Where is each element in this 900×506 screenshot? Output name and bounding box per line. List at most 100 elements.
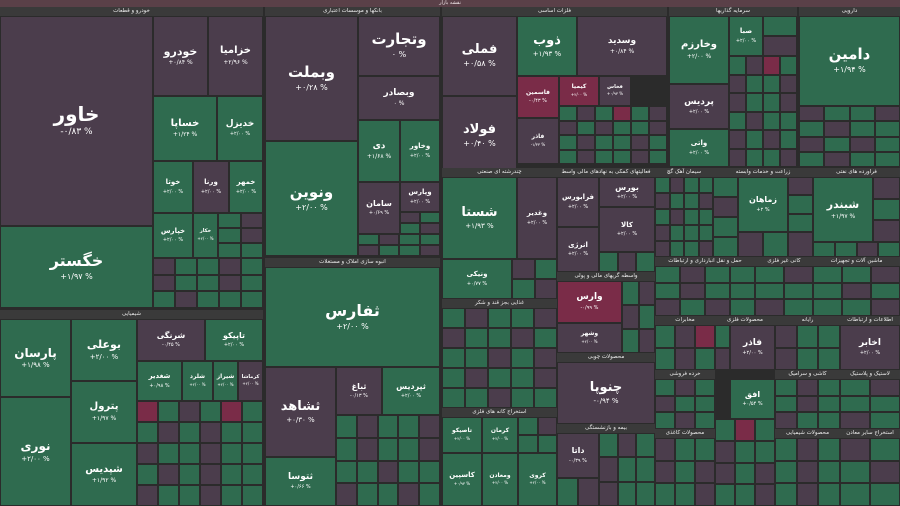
sector-header[interactable]: کانی غیر فلزی [755,257,813,266]
stock-tile-small[interactable] [775,460,797,484]
stock-tile-small[interactable] [638,281,655,305]
stock-tile-small[interactable] [715,325,730,348]
stock-tile-small[interactable] [511,368,534,388]
stock-tile-small[interactable] [442,388,465,408]
stock-tile-small[interactable] [595,120,613,135]
stock-tile-small[interactable] [537,435,557,453]
stock-tile-small[interactable] [746,56,763,75]
stock-tile-small[interactable] [649,135,667,150]
stock-tile-small[interactable] [221,401,242,422]
stock-tile-small[interactable] [512,279,535,299]
sector-header[interactable]: رایانه [775,316,840,325]
stock-tile[interactable]: کاسپین +۰/۹۳ % [442,453,482,506]
stock-tile-small[interactable] [746,74,763,93]
stock-tile-small[interactable] [356,415,378,438]
stock-tile-small[interactable] [849,151,875,167]
stock-tile[interactable]: ثپردیس +۲/۰۰ % [382,367,440,415]
stock-tile-small[interactable] [336,460,357,484]
stock-tile-small[interactable] [871,299,900,316]
stock-tile-small[interactable] [842,282,871,300]
stock-tile-small[interactable] [874,151,900,167]
stock-tile-small[interactable] [638,329,655,353]
stock-tile-small[interactable] [622,281,639,305]
sector-header[interactable]: بیمه و بازنشستگی [557,424,655,433]
stock-tile-small[interactable] [488,308,511,328]
stock-tile[interactable]: کالا +۲/۰۰ % [599,207,655,252]
stock-tile-small[interactable] [595,135,613,150]
stock-tile[interactable]: فخاس +۰/۹۳ % [599,76,631,106]
stock-tile-small[interactable] [799,106,825,122]
stock-tile-small[interactable] [849,121,875,137]
stock-tile-small[interactable] [738,232,763,257]
stock-tile-small[interactable] [813,282,842,300]
stock-tile-small[interactable] [617,481,637,506]
stock-tile-small[interactable] [219,258,241,275]
sector-header[interactable]: استخراج کانه های فلزی [442,408,557,417]
stock-tile-small[interactable] [684,209,699,225]
stock-tile-small[interactable] [511,348,534,368]
stock-tile-small[interactable] [398,415,420,438]
stock-tile-small[interactable] [534,328,557,348]
stock-tile-small[interactable] [669,225,684,241]
stock-tile[interactable]: فرابورس +۲/۰۰ % [557,177,599,227]
stock-tile[interactable]: ثتوسا +۰/۶۶ % [265,457,336,506]
sector-header[interactable]: حمل و نقل انبارداری و ارتباطات [655,257,755,266]
stock-tile-small[interactable] [336,415,357,438]
stock-tile-small[interactable] [158,443,179,464]
stock-tile-small[interactable] [622,329,639,353]
stock-tile[interactable]: وخارزم +۲/۰۰ % [669,16,729,84]
stock-tile-small[interactable] [197,274,219,292]
stock-tile-small[interactable] [871,282,900,300]
stock-tile[interactable]: وشهر +۲/۰۰ % [557,323,622,353]
stock-tile-small[interactable] [856,242,879,257]
stock-tile-small[interactable] [746,93,763,112]
stock-tile-small[interactable] [763,93,780,112]
stock-tile-small[interactable] [442,368,465,388]
sector-header[interactable]: محصولات شیمیایی [775,429,840,438]
stock-tile-small[interactable] [655,299,680,316]
sector-header[interactable]: خرده فروشی [655,370,715,379]
stock-tile-small[interactable] [595,149,613,164]
stock-tile-small[interactable] [377,437,399,461]
stock-tile[interactable]: چنوپا -۰/۹۴ % [557,362,655,424]
stock-tile-small[interactable] [763,111,780,130]
stock-tile-small[interactable] [158,464,179,485]
stock-tile-small[interactable] [221,443,242,464]
stock-tile-small[interactable] [240,213,263,228]
stock-tile-small[interactable] [698,241,713,257]
stock-tile-small[interactable] [840,395,870,413]
stock-tile-small[interactable] [775,483,797,506]
stock-tile-small[interactable] [780,111,797,130]
sector-header[interactable]: شیمیایی [0,310,263,319]
stock-tile-small[interactable] [242,464,263,485]
stock-tile-small[interactable] [675,438,695,461]
stock-tile-small[interactable] [775,347,797,370]
stock-tile[interactable]: پترول +۱/۹۷ % [71,381,137,443]
stock-tile-small[interactable] [175,258,197,275]
stock-tile-small[interactable] [870,412,900,429]
stock-tile-small[interactable] [784,266,813,283]
stock-tile-small[interactable] [137,485,158,506]
stock-tile-small[interactable] [874,106,900,122]
stock-tile-small[interactable] [840,460,870,484]
stock-tile-small[interactable] [175,274,197,292]
stock-tile-small[interactable] [377,415,399,438]
stock-tile[interactable]: وارس -۰/۹۹ % [557,281,622,323]
stock-tile-small[interactable] [577,120,595,135]
stock-tile-small[interactable] [537,417,557,435]
stock-tile[interactable]: صبا +۲/۰۰ % [729,16,763,56]
stock-tile-small[interactable] [518,435,538,453]
stock-tile-small[interactable] [534,308,557,328]
stock-tile-small[interactable] [153,291,175,308]
stock-tile-small[interactable] [219,291,241,308]
stock-tile[interactable]: زماهان +۲ % [738,177,788,232]
stock-tile-small[interactable] [218,213,241,228]
stock-tile[interactable]: خوتا +۲/۰۰ % [153,161,193,213]
stock-tile-small[interactable] [655,325,675,348]
stock-tile[interactable]: وبملت +۰/۲۸ % [265,16,358,141]
stock-tile-small[interactable] [729,56,746,75]
stock-tile-small[interactable] [158,422,179,443]
stock-tile-small[interactable] [824,136,850,152]
stock-tile-small[interactable] [763,232,788,257]
stock-tile[interactable]: خودرو +۰/۸۴ % [153,16,208,96]
